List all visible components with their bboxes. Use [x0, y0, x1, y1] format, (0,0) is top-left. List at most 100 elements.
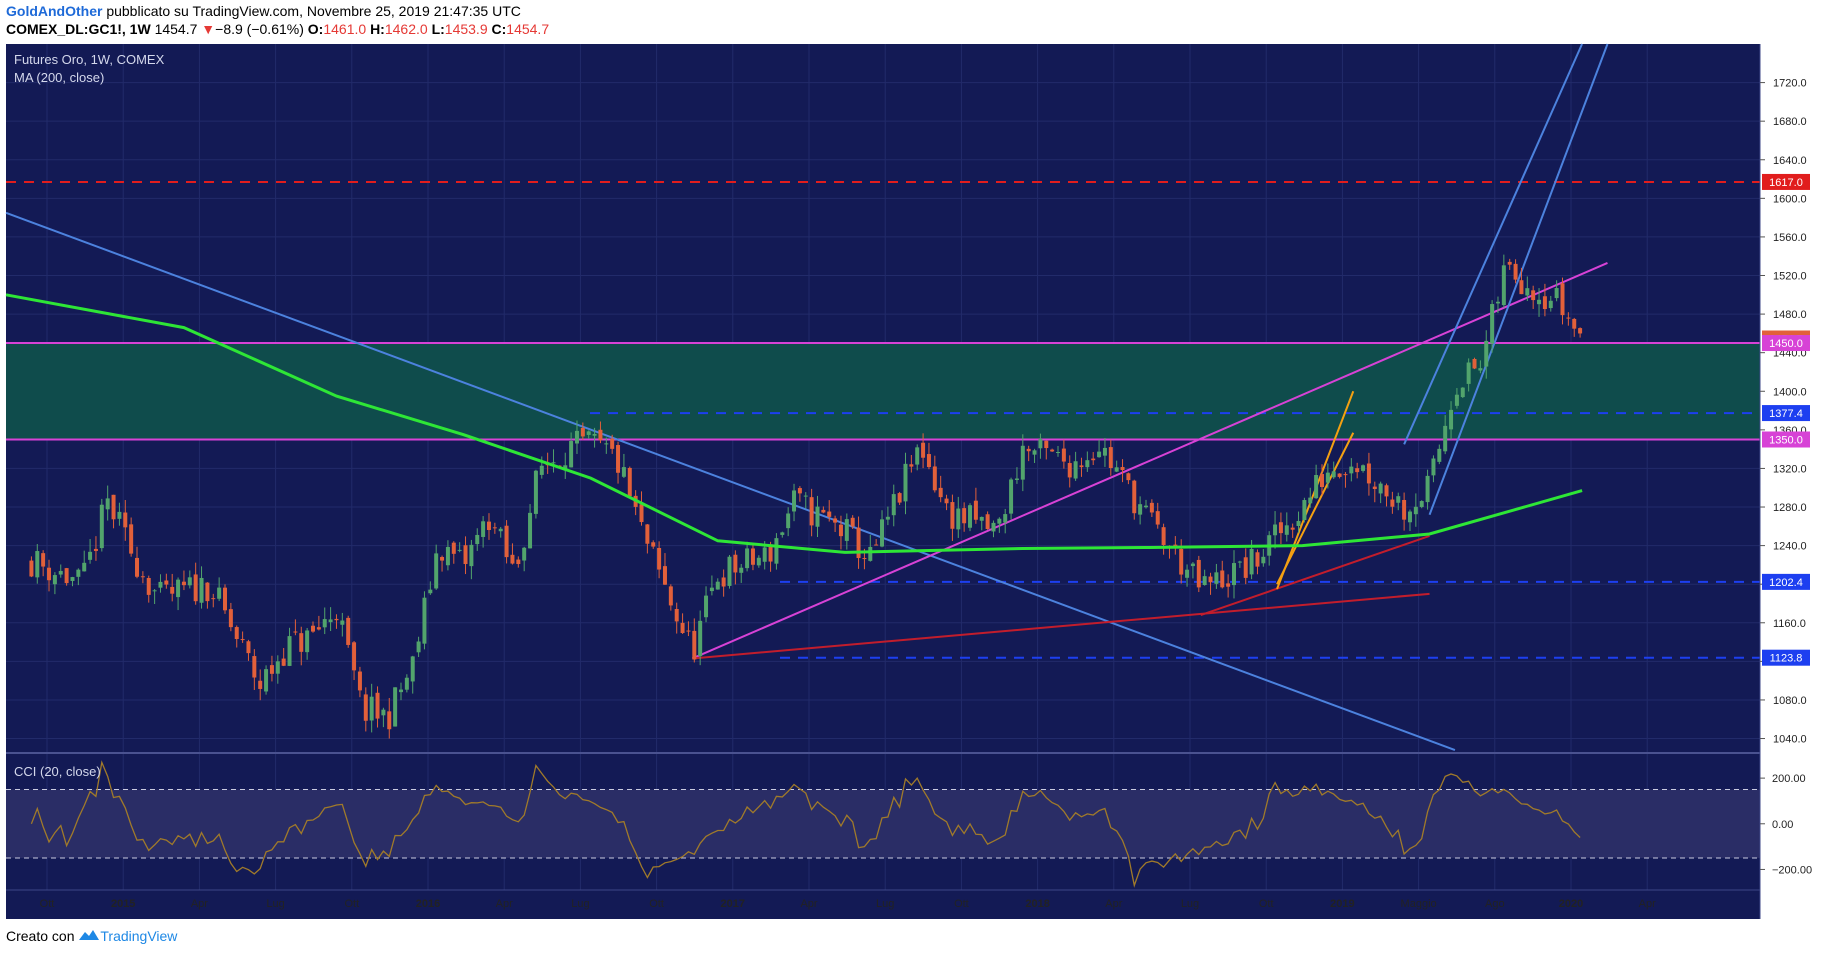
- candle-body: [322, 619, 327, 628]
- candle-body: [1384, 485, 1389, 497]
- candle-body: [35, 551, 40, 578]
- candle-body: [733, 554, 738, 573]
- open-label: O:: [307, 21, 324, 37]
- candle-body: [410, 656, 415, 682]
- close-value: 1454.7: [506, 21, 550, 37]
- candle-body: [1578, 328, 1583, 334]
- candle-body: [47, 567, 52, 581]
- candle-body: [1261, 556, 1266, 564]
- candle-body: [604, 443, 609, 445]
- candle-body: [1044, 440, 1049, 449]
- candle-body: [856, 527, 861, 559]
- candle-body: [463, 545, 468, 565]
- candle-body: [1325, 472, 1330, 483]
- candle-body: [909, 464, 914, 467]
- candle-body: [1079, 465, 1084, 468]
- candle-body: [99, 504, 104, 549]
- close-label: C:: [491, 21, 507, 37]
- trendline: [1403, 43, 1583, 445]
- candle-body: [598, 429, 603, 441]
- price-tick-label: 1600.0: [1773, 193, 1807, 205]
- candle-body: [880, 519, 885, 547]
- candle-body: [475, 534, 480, 545]
- time-axis[interactable]: Ott 2015 Apr Lug Ott 2016 Apr Lug Ott 2017 Apr Lug O…: [40, 898, 1656, 910]
- candle-body: [381, 709, 386, 716]
- candle-body: [1009, 479, 1014, 514]
- candle-body: [1337, 473, 1342, 477]
- candle-body: [1173, 544, 1178, 546]
- candle-body: [1214, 572, 1219, 584]
- candle-body: [504, 525, 509, 558]
- candle-body: [264, 669, 269, 692]
- candle-body: [645, 524, 650, 544]
- candle-body: [1138, 504, 1143, 515]
- trendline: [1428, 43, 1609, 516]
- candle-body: [205, 582, 210, 602]
- candle-body: [1302, 500, 1307, 521]
- candle-body: [1554, 288, 1559, 299]
- consolidation-zone: [6, 343, 1760, 440]
- footer-brand[interactable]: TradingView: [100, 928, 178, 944]
- price-tick-label: 1640.0: [1773, 155, 1807, 167]
- price-tick-label: 1560.0: [1773, 232, 1807, 244]
- candle-body: [1050, 449, 1055, 452]
- candle-body: [674, 609, 679, 622]
- candle-body: [93, 548, 98, 551]
- candle-body: [481, 521, 486, 537]
- candle-body: [316, 627, 321, 630]
- footer-prefix: Creato con: [6, 928, 75, 944]
- candle-body: [1114, 467, 1119, 472]
- candle-body: [1319, 474, 1324, 487]
- cci-pane-label: CCI (20, close): [14, 764, 101, 779]
- candle-body: [1331, 471, 1336, 478]
- price-tick-label: 1080.0: [1773, 695, 1807, 707]
- candle-body: [1478, 368, 1483, 371]
- candle-body: [1155, 511, 1160, 525]
- candle-body: [1026, 448, 1031, 452]
- main-pane-title: Futures Oro, 1W, COMEX: [14, 52, 165, 67]
- candle-body: [123, 512, 128, 528]
- candle-body: [457, 549, 462, 551]
- candle-body: [903, 463, 908, 502]
- candle-body: [533, 470, 538, 514]
- candle-body: [850, 517, 855, 527]
- candle-body: [563, 465, 568, 470]
- candle-body: [140, 576, 145, 578]
- author-link[interactable]: GoldAndOther: [6, 3, 103, 19]
- horizontal-levels: [6, 180, 1760, 659]
- open-value: 1461.0: [323, 21, 367, 37]
- candle-body: [1361, 465, 1366, 471]
- candle-body: [1108, 447, 1113, 469]
- candle-body: [991, 522, 996, 532]
- candle-body: [1537, 299, 1542, 305]
- candle-body: [1132, 480, 1137, 514]
- time-tick-label: Ago: [1485, 898, 1505, 910]
- candle-body: [569, 441, 574, 468]
- candle-body: [64, 568, 69, 584]
- candle-body: [956, 508, 961, 530]
- candle-body: [1396, 496, 1401, 503]
- cci-axis[interactable]: −200.00 0.00 200.00: [1760, 773, 1812, 876]
- candle-body: [76, 569, 81, 577]
- candle-body: [944, 498, 949, 504]
- candle-body: [398, 689, 403, 693]
- down-arrow-icon: ▼: [201, 21, 216, 37]
- candle-body: [1056, 452, 1061, 454]
- candle-body: [440, 557, 445, 561]
- candle-body: [1308, 497, 1313, 504]
- time-tick-label: Apr: [800, 898, 817, 910]
- candle-body: [1185, 569, 1190, 578]
- time-tick-label: Lug: [266, 898, 284, 910]
- candle-body: [715, 581, 720, 590]
- trendline: [692, 592, 1430, 660]
- candle-body: [1402, 499, 1407, 520]
- price-tick-label: 1720.0: [1773, 78, 1807, 90]
- candle-body: [668, 586, 673, 606]
- candle-body: [574, 430, 579, 444]
- candle-body: [1566, 317, 1571, 319]
- candle-body: [921, 442, 926, 458]
- candle-body: [310, 625, 315, 632]
- candle-body: [657, 547, 662, 570]
- candle-body: [469, 544, 474, 567]
